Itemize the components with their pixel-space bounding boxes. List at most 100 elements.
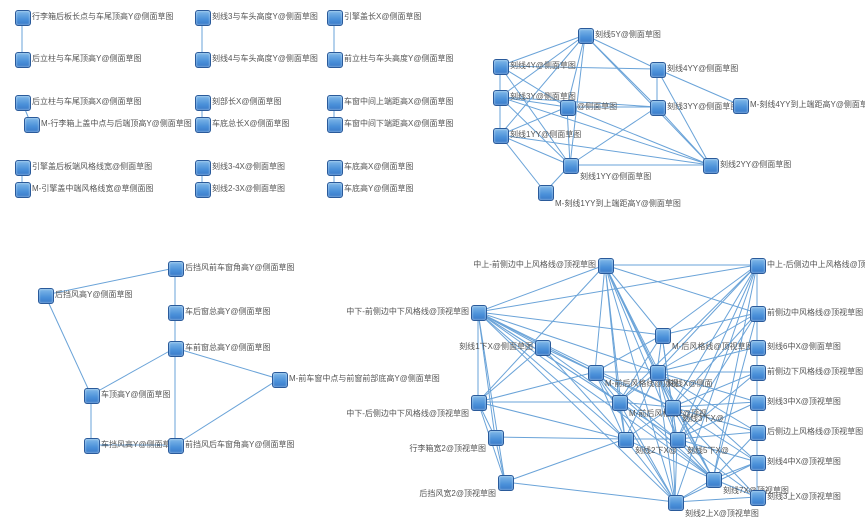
node-label: 刻线3上X@顶视草图	[767, 493, 841, 501]
graph-node[interactable]	[327, 10, 343, 26]
graph-node[interactable]	[327, 52, 343, 68]
graph-node[interactable]	[488, 430, 504, 446]
edge	[478, 265, 605, 312]
graph-node[interactable]	[15, 182, 31, 198]
node-label: 后挡风高Y@侧面草图	[55, 291, 132, 299]
graph-node[interactable]	[15, 10, 31, 26]
graph-node[interactable]	[15, 95, 31, 111]
graph-node[interactable]	[750, 365, 766, 381]
graph-node[interactable]	[655, 328, 671, 344]
edge	[605, 265, 625, 439]
node-label: 中上-后侧边中上风格线@顶视草图	[767, 261, 865, 269]
graph-node[interactable]	[650, 100, 666, 116]
graph-node[interactable]	[195, 10, 211, 26]
node-label: 前侧边中风格线@顶视草图	[767, 309, 863, 317]
graph-node[interactable]	[195, 182, 211, 198]
graph-node[interactable]	[493, 90, 509, 106]
node-label: 刻线2上X@顶视草图	[685, 510, 759, 518]
graph-node[interactable]	[195, 160, 211, 176]
edge	[657, 372, 713, 479]
graph-node[interactable]	[650, 365, 666, 381]
graph-node[interactable]	[195, 52, 211, 68]
graph-node[interactable]	[535, 340, 551, 356]
graph-node[interactable]	[84, 438, 100, 454]
graph-node[interactable]	[618, 432, 634, 448]
graph-node[interactable]	[563, 158, 579, 174]
graph-node[interactable]	[15, 52, 31, 68]
graph-node[interactable]	[168, 305, 184, 321]
graph-node[interactable]	[560, 100, 576, 116]
node-label: 刻线4Y@侧面草图	[510, 62, 576, 70]
edge	[478, 312, 675, 502]
node-label: 刻线3下X@	[682, 415, 724, 423]
node-label: 车挡风高Y@侧面草图	[101, 441, 178, 449]
graph-node[interactable]	[195, 95, 211, 111]
graph-node[interactable]	[471, 305, 487, 321]
node-label: 刻线3-4X@侧面草图	[212, 163, 285, 171]
graph-node[interactable]	[327, 117, 343, 133]
graph-node[interactable]	[195, 117, 211, 133]
graph-node[interactable]	[670, 432, 686, 448]
node-label: 刻线X@侧面	[667, 380, 712, 388]
node-label: 刻线1YY@侧面草图	[510, 131, 581, 139]
graph-node[interactable]	[750, 395, 766, 411]
node-label: 刻线4中X@顶视草图	[767, 458, 841, 466]
graph-node[interactable]	[498, 475, 514, 491]
edge	[567, 107, 710, 165]
graph-node[interactable]	[327, 95, 343, 111]
node-label: M-刻线1YY到上端距高Y@侧面草图	[555, 200, 681, 208]
graph-node[interactable]	[327, 160, 343, 176]
graph-node[interactable]	[750, 425, 766, 441]
node-label: 刻线5Y@侧面草图	[595, 31, 661, 39]
graph-node[interactable]	[750, 455, 766, 471]
graph-node[interactable]	[750, 340, 766, 356]
graph-node[interactable]	[665, 400, 681, 416]
edge	[595, 265, 605, 372]
graph-node[interactable]	[733, 98, 749, 114]
graph-node[interactable]	[327, 182, 343, 198]
graph-node[interactable]	[612, 395, 628, 411]
graph-node[interactable]	[168, 438, 184, 454]
node-label: 车底高Y@侧面草图	[344, 185, 413, 193]
graph-node[interactable]	[24, 117, 40, 133]
graph-node[interactable]	[84, 388, 100, 404]
graph-node[interactable]	[750, 306, 766, 322]
node-label: 后立柱与车尾顶高Y@侧面草图	[32, 55, 141, 63]
node-label: 车顶高Y@侧面草图	[101, 391, 170, 399]
graph-node[interactable]	[668, 495, 684, 511]
graph-node[interactable]	[493, 128, 509, 144]
node-label: 车后窗总高Y@侧面草图	[185, 308, 270, 316]
edge	[175, 379, 279, 445]
graph-node[interactable]	[750, 490, 766, 506]
graph-node[interactable]	[538, 185, 554, 201]
graph-node[interactable]	[578, 28, 594, 44]
node-label: 刻线4与车头高度Y@侧面草图	[212, 55, 318, 63]
node-label: 车底高X@侧面草图	[344, 163, 413, 171]
graph-node[interactable]	[38, 288, 54, 304]
graph-node[interactable]	[168, 261, 184, 277]
node-label: M-引擎盖中端风格线宽@草侧面图	[32, 185, 153, 193]
node-label: 中上-前侧边中上风格线@顶视草图	[473, 261, 596, 269]
graph-node[interactable]	[272, 372, 288, 388]
graph-node[interactable]	[650, 62, 666, 78]
node-label: 后侧边上风格线@顶视草图	[767, 428, 863, 436]
edge	[500, 135, 710, 165]
edge	[45, 295, 91, 395]
graph-node[interactable]	[15, 160, 31, 176]
edge	[175, 348, 279, 379]
node-label: 刻线3中X@顶视草图	[767, 398, 841, 406]
graph-node[interactable]	[703, 158, 719, 174]
graph-node[interactable]	[493, 59, 509, 75]
graph-node[interactable]	[706, 472, 722, 488]
graph-node[interactable]	[750, 258, 766, 274]
graph-node[interactable]	[168, 341, 184, 357]
graph-node[interactable]	[471, 395, 487, 411]
node-label: 引擎盖长X@侧面草图	[344, 13, 421, 21]
edge	[657, 265, 757, 372]
graph-node[interactable]	[598, 258, 614, 274]
graph-node[interactable]	[588, 365, 604, 381]
node-label: 中下-前侧边中下风格线@顶视草图	[346, 308, 469, 316]
node-label: @侧面草图	[577, 103, 617, 111]
node-label: 刻线2下X@	[635, 447, 677, 455]
node-label: M-后风格线@顶视草图	[672, 343, 753, 351]
